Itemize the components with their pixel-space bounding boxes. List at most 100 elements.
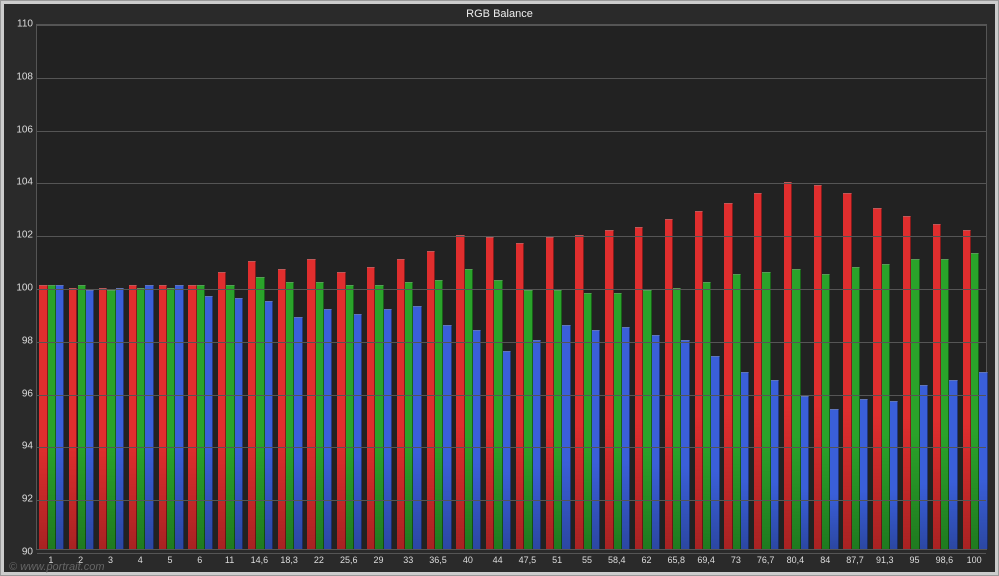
bar-b <box>830 409 838 549</box>
xtick-label: 3 <box>108 555 113 565</box>
bar-g <box>882 264 890 549</box>
bar-g <box>733 274 741 549</box>
bar-b <box>384 309 392 549</box>
bar-g <box>48 285 56 549</box>
bar-g <box>703 282 711 549</box>
bar-g <box>941 259 949 549</box>
xtick-label: 84 <box>820 555 830 565</box>
bar-g <box>762 272 770 549</box>
bar-b <box>235 298 243 549</box>
xtick-label: 73 <box>731 555 741 565</box>
bars-container <box>37 25 986 549</box>
bar-r <box>159 285 167 549</box>
bar-g <box>78 285 86 549</box>
bar-g <box>673 288 681 549</box>
bar-b <box>920 385 928 549</box>
bar-g <box>584 293 592 549</box>
bar-g <box>197 285 205 549</box>
bar-r <box>39 285 47 549</box>
xtick-label: 18,3 <box>280 555 298 565</box>
gridline <box>37 447 986 448</box>
bar-b <box>116 288 124 549</box>
bar-b <box>771 380 779 549</box>
ytick-label: 96 <box>7 388 33 399</box>
xtick-label: 87,7 <box>846 555 864 565</box>
bar-b <box>56 285 64 549</box>
chart-title: RGB Balance <box>4 8 995 20</box>
bar-r <box>129 285 137 549</box>
gridline <box>37 500 986 501</box>
ytick-label: 90 <box>7 547 33 558</box>
bar-b <box>265 301 273 549</box>
xtick-label: 4 <box>138 555 143 565</box>
bar-b <box>562 325 570 549</box>
bar-g <box>554 290 562 549</box>
bar-r <box>814 185 822 549</box>
bar-r <box>575 235 583 549</box>
bar-b <box>801 396 809 549</box>
bar-g <box>971 253 979 549</box>
ytick-label: 104 <box>7 177 33 188</box>
ytick-label: 102 <box>7 230 33 241</box>
bar-g <box>465 269 473 549</box>
bar-r <box>307 259 315 549</box>
gridline <box>37 395 986 396</box>
gridline <box>37 25 986 26</box>
bar-g <box>316 282 324 549</box>
gridline <box>37 342 986 343</box>
xtick-label: 80,4 <box>787 555 805 565</box>
bar-r <box>337 272 345 549</box>
bar-g <box>614 293 622 549</box>
bar-b <box>860 399 868 549</box>
bar-b <box>503 351 511 549</box>
ytick-label: 108 <box>7 71 33 82</box>
bar-r <box>367 267 375 549</box>
xtick-label: 91,3 <box>876 555 894 565</box>
bar-r <box>278 269 286 549</box>
bar-b <box>145 285 153 549</box>
bar-b <box>979 372 987 549</box>
ytick-label: 92 <box>7 494 33 505</box>
xtick-label: 33 <box>403 555 413 565</box>
bar-b <box>533 340 541 549</box>
plot-area <box>36 24 987 550</box>
gridline <box>37 553 986 554</box>
bar-g <box>435 280 443 549</box>
bar-r <box>546 237 554 549</box>
bar-r <box>843 193 851 549</box>
xtick-label: 22 <box>314 555 324 565</box>
bar-b <box>711 356 719 549</box>
xtick-label: 62 <box>642 555 652 565</box>
xtick-label: 44 <box>493 555 503 565</box>
xtick-label: 25,6 <box>340 555 358 565</box>
gridline <box>37 236 986 237</box>
bar-r <box>188 285 196 549</box>
bar-b <box>354 314 362 549</box>
bar-r <box>397 259 405 549</box>
xtick-label: 58,4 <box>608 555 626 565</box>
xtick-label: 14,6 <box>251 555 269 565</box>
bar-r <box>724 203 732 549</box>
chart-frame: RGB Balance 9092949698100102104106108110… <box>4 4 995 572</box>
bar-b <box>741 372 749 549</box>
xtick-label: 100 <box>967 555 982 565</box>
bar-b <box>443 325 451 549</box>
bar-g <box>256 277 264 549</box>
bar-b <box>592 330 600 549</box>
bar-b <box>86 290 94 549</box>
bar-r <box>903 216 911 549</box>
bar-b <box>652 335 660 549</box>
bar-g <box>167 288 175 549</box>
bar-r <box>456 235 464 549</box>
bar-r <box>427 251 435 549</box>
bar-b <box>175 285 183 549</box>
bar-b <box>473 330 481 549</box>
bar-b <box>205 296 213 549</box>
gridline <box>37 131 986 132</box>
bar-b <box>622 327 630 549</box>
ytick-label: 94 <box>7 441 33 452</box>
bar-g <box>524 290 532 549</box>
gridline <box>37 78 986 79</box>
bar-g <box>852 267 860 549</box>
bar-b <box>890 401 898 549</box>
